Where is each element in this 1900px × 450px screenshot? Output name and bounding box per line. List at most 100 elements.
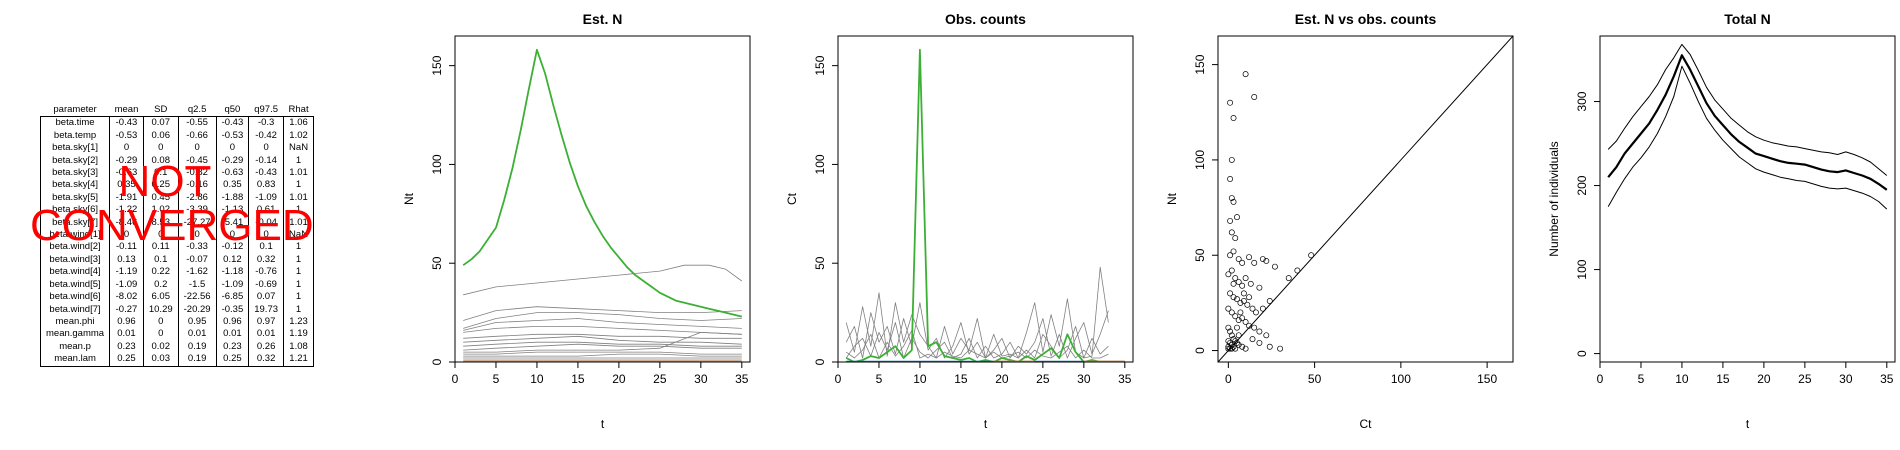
parameter-cell: mean.gamma (46, 328, 105, 340)
table-row: mean.lam 0.25 0.03 0.19 0.25 0.32 1.21 (41, 353, 314, 367)
y-axis-label: Ct (785, 192, 799, 205)
x-tick-label: 0 (1225, 372, 1232, 386)
x-axis-label: Ct (1360, 417, 1373, 431)
scatter-point (1294, 267, 1301, 274)
table-row: beta.wind[7] -0.27 10.29 -20.29 -0.35 19.73 1 (41, 303, 314, 316)
scatter-point (1234, 214, 1240, 221)
value-cell: 1 (283, 253, 314, 267)
value-cell: 6.05 (142, 291, 179, 304)
value-cell: 0.83 (248, 179, 284, 192)
x-tick-label: 10 (530, 372, 544, 386)
plot-frame (1599, 35, 1896, 363)
y-tick-label: 200 (1575, 175, 1589, 195)
value-cell: 0 (177, 142, 217, 155)
value-cell: -0.11 (109, 241, 144, 254)
y-tick-label: 50 (813, 256, 827, 270)
x-tick-label: 30 (1839, 372, 1853, 386)
value-cell: -0.14 (248, 154, 284, 168)
parameter-cell: beta.temp (53, 129, 97, 141)
scatter-point (1227, 345, 1234, 352)
table-row: beta.sky[6] -1.22 1.02 -3.39 -1.13 0.61 1 (41, 204, 314, 217)
table-row: beta.temp -0.53 0.06 -0.66 -0.53 -0.42 1.02 (41, 129, 314, 143)
y-tick-label: 0 (1575, 350, 1589, 357)
chart-title: Est. N vs obs. counts (1295, 11, 1437, 27)
value-cell: -0.29 (109, 154, 144, 168)
value-cell: 0 (248, 142, 284, 155)
scatter-point (1225, 271, 1232, 278)
scatter-point (1228, 309, 1235, 316)
x-axis-label: t (601, 417, 605, 431)
parameter-cell: beta.wind[1] (49, 229, 101, 241)
value-cell: 0.95 (177, 315, 217, 329)
y-tick-label: 300 (1575, 91, 1589, 111)
table-column-header: q50 (224, 104, 241, 115)
scatter-point (1249, 305, 1256, 312)
chart-title: Total N (1724, 11, 1770, 27)
x-axis-label: t (984, 417, 988, 431)
value-cell: 1.21 (283, 353, 314, 367)
parameter-cell: beta.wind[7] (49, 303, 101, 315)
chart-panel-1: 0 5 10 15 20 25 30 35 0 50 100 150 Est. N t Nt (402, 11, 751, 431)
scatter-point (1228, 267, 1235, 274)
y-tick-label: 100 (1193, 150, 1207, 170)
parameter-cell: beta.wind[5] (49, 278, 101, 290)
value-cell: 0.97 (248, 315, 284, 329)
value-cell: -0.07 (177, 253, 217, 267)
scatter-point (1230, 336, 1237, 343)
y-tick-label: 50 (430, 256, 444, 270)
scatter-point (1251, 324, 1258, 331)
value-cell: -1.09 (109, 278, 144, 292)
parameter-cell: beta.sky[5] (52, 191, 99, 203)
scatter-point (1259, 256, 1266, 263)
x-tick-label: 20 (1757, 372, 1771, 386)
value-cell: -0.53 (109, 129, 144, 143)
parameter-cell: beta.wind[3] (49, 253, 101, 265)
x-tick-label: 15 (954, 372, 968, 386)
scatter-point (1230, 294, 1237, 301)
scatter-point (1237, 299, 1244, 306)
value-cell: -0.33 (177, 241, 217, 254)
value-cell: 1 (283, 204, 314, 217)
scatter-point (1225, 324, 1232, 331)
scatter-point (1240, 290, 1247, 297)
value-cell: 0.25 (215, 353, 249, 367)
scatter-point (1266, 343, 1273, 350)
value-cell: -1.88 (215, 191, 249, 205)
x-tick-label: 10 (913, 372, 927, 386)
value-cell: -8.46 (109, 216, 144, 230)
scatter-point (1230, 115, 1237, 121)
x-tick-label: 50 (1308, 372, 1322, 386)
table-row: mean.phi 0.96 0 0.95 0.96 0.97 1.23 (41, 315, 314, 329)
value-cell: 0.1 (142, 167, 179, 180)
scatter-point (1234, 296, 1240, 303)
value-cell: 0.19 (177, 340, 217, 354)
value-cell: -5.41 (215, 216, 249, 230)
table-row: beta.sky[7] -8.46 8.53 -27.27 -5.41 -0.04 1.01 (41, 216, 314, 230)
table-row: mean.gamma 0.01 0 0.01 0.01 0.01 1.19 (41, 328, 314, 341)
x-tick-label: 15 (1716, 372, 1730, 386)
x-tick-label: 35 (1880, 372, 1894, 386)
x-tick-label: 0 (452, 372, 459, 386)
parameter-cell: mean.phi (55, 315, 95, 327)
value-cell: 0.96 (109, 315, 144, 329)
series-line (1607, 65, 1888, 210)
series-line (463, 318, 742, 331)
value-cell: -22.56 (177, 291, 217, 304)
value-cell: 0.26 (248, 340, 284, 354)
scatter-point (1246, 294, 1253, 301)
scatter-point (1232, 338, 1239, 344)
y-tick-label: 0 (1193, 347, 1207, 354)
value-cell: 0 (215, 142, 249, 155)
value-cell: 0.06 (142, 129, 179, 143)
y-tick-label: 0 (430, 358, 444, 365)
scatter-point (1225, 343, 1232, 350)
scatter-point (1251, 94, 1258, 100)
x-tick-label: 0 (835, 372, 842, 386)
series-line (1607, 54, 1888, 191)
parameter-cell: beta.time (55, 117, 95, 129)
parameter-cell: mean.lam (54, 353, 96, 365)
value-cell: 1.08 (283, 340, 314, 354)
table-row: beta.sky[4] 0.35 0.25 -0.16 0.35 0.83 1 (41, 179, 314, 192)
value-cell: 1.23 (283, 315, 314, 329)
scatter-point (1285, 275, 1292, 282)
